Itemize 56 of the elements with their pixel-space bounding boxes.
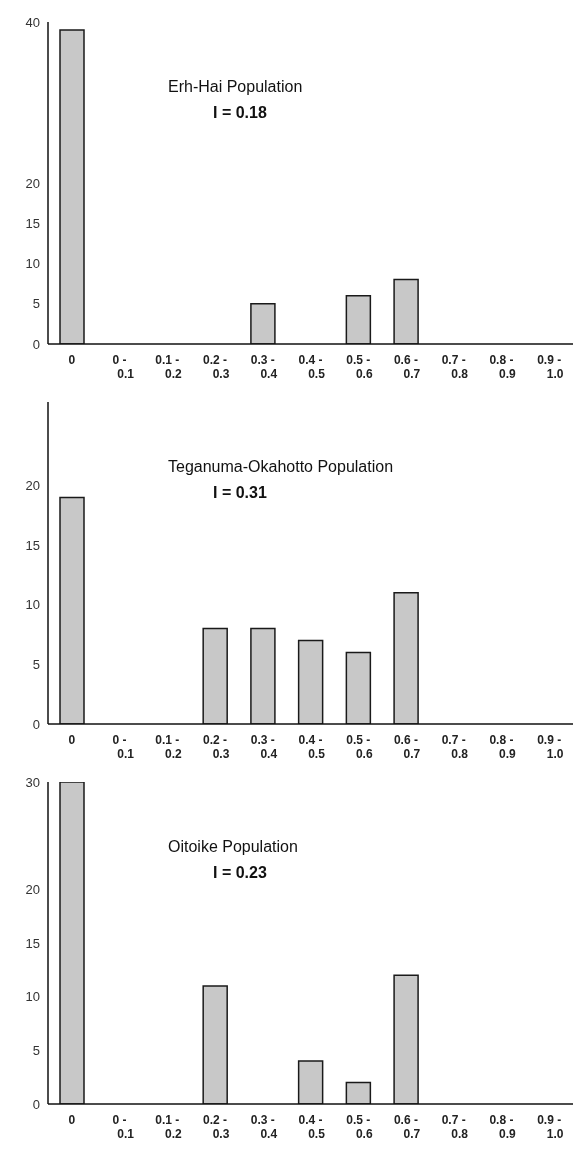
x-tick-label: 0.2 - 0.3 <box>203 353 230 381</box>
x-tick-label: 0.1 - 0.2 <box>155 1113 182 1141</box>
y-tick-label: 15 <box>25 935 40 951</box>
x-tick-label: 0.8 - 0.9 <box>489 353 517 381</box>
y-tick-label: 10 <box>25 989 40 1005</box>
y-tick-label: 5 <box>32 1042 40 1058</box>
x-tick-label: 0.2 - 0.3 <box>203 1113 230 1141</box>
y-tick-label: 10 <box>25 597 40 613</box>
x-tick-label: 0.6 - 0.7 <box>393 353 421 381</box>
x-tick-label: 0.5 - 0.6 <box>346 1113 373 1141</box>
y-tick-label: 20 <box>25 478 40 494</box>
y-tick-label: 20 <box>25 881 40 897</box>
x-tick-label: 0.9 - 1.0 <box>537 733 564 761</box>
text: Teganuma-Okahotto Population <box>168 458 394 476</box>
x-tick-label: 0.5 - 0.6 <box>346 353 373 381</box>
y-tick-label: 40 <box>25 14 40 30</box>
x-tick-label: 0 - 0.1 <box>112 733 135 761</box>
x-tick-label: 0.5 - 0.6 <box>346 733 373 761</box>
x-tick-label: 0.9 - 1.0 <box>537 353 564 381</box>
annotation: I = 0.18 <box>213 104 267 122</box>
annotation: I = 0.23 <box>213 864 267 882</box>
x-tick-label: 0.4 - 0.5 <box>298 1113 326 1141</box>
x-tick-label: 0.1 - 0.2 <box>155 353 182 381</box>
text: Oitoike Population <box>168 838 298 856</box>
y-tick-label: 0 <box>32 1096 40 1112</box>
x-tick-label: 0.8 - 0.9 <box>489 733 517 761</box>
y-tick-label: 15 <box>25 537 40 553</box>
x-tick-label: 0.9 - 1.0 <box>537 1113 564 1141</box>
annotation: I = 0.31 <box>213 484 267 502</box>
x-tick-label: 0 - 0.1 <box>112 353 135 381</box>
x-tick-label: 0.3 - 0.4 <box>250 733 278 761</box>
x-tick-label: 0.8 - 0.9 <box>489 1113 517 1141</box>
x-tick-label: 0.7 - 0.8 <box>441 733 469 761</box>
text: Erh-Hai Population <box>168 78 303 96</box>
y-tick-label: 0 <box>32 336 40 352</box>
x-tick-label: 0.4 - 0.5 <box>298 733 326 761</box>
x-tick-label: 0.7 - 0.8 <box>441 353 469 381</box>
y-tick-label: 0 <box>32 716 40 732</box>
x-tick-label: 0.3 - 0.4 <box>250 353 278 381</box>
x-tick-label: 0 - 0.1 <box>112 1113 135 1141</box>
x-tick-label: 0 <box>68 353 76 367</box>
x-tick-label: 0.6 - 0.7 <box>393 1113 421 1141</box>
y-tick-label: 10 <box>25 256 40 272</box>
x-tick-label: 0.6 - 0.7 <box>393 733 421 761</box>
y-tick-label: 20 <box>25 175 40 191</box>
x-tick-label: 0 <box>68 733 76 747</box>
x-tick-label: 0.1 - 0.2 <box>155 733 182 761</box>
x-tick-label: 0 <box>68 1113 76 1127</box>
x-tick-label: 0.3 - 0.4 <box>250 1113 278 1141</box>
y-tick-label: 5 <box>32 296 40 312</box>
x-tick-label: 0.7 - 0.8 <box>441 1113 469 1141</box>
y-tick-label: 5 <box>32 656 40 672</box>
x-tick-label: 0.4 - 0.5 <box>298 353 326 381</box>
y-tick-label: 15 <box>25 215 40 231</box>
y-tick-label: 30 <box>25 774 40 790</box>
x-tick-label: 0.2 - 0.3 <box>203 733 230 761</box>
